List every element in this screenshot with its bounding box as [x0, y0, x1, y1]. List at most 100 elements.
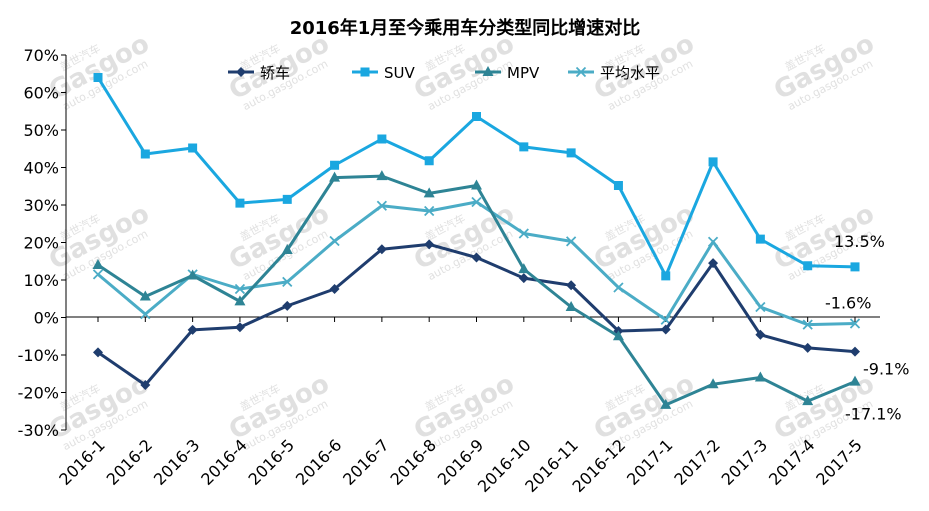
- data-point: [282, 276, 293, 288]
- series-1: [93, 73, 860, 281]
- data-point: [281, 244, 293, 254]
- y-tick-label: 60%: [23, 84, 59, 103]
- data-point: [850, 262, 860, 272]
- y-axis-ticks: -30% -20% -10% 0% 10% 20% 30% 40% 50% 60% 70%: [18, 46, 66, 440]
- data-point: [707, 236, 719, 247]
- y-tick-label: -10%: [18, 346, 59, 365]
- legend-item: 轿车: [228, 64, 290, 82]
- data-point: [755, 301, 766, 313]
- chart-title: 2016年1月至今乘用车分类型同比增速对比: [290, 17, 641, 39]
- legend-label: SUV: [384, 64, 416, 82]
- data-point: [850, 346, 860, 357]
- x-tick-label: 2017-1: [623, 435, 677, 489]
- data-point: [613, 282, 624, 293]
- legend-item: SUV: [352, 64, 416, 82]
- data-point: [234, 295, 246, 306]
- y-tick-label: 70%: [23, 46, 59, 65]
- x-tick-label: 2016-4: [197, 435, 251, 489]
- x-tick-label: 2016-12: [569, 435, 630, 496]
- legend-swatch-marker: [482, 66, 494, 76]
- legend-label: MPV: [507, 64, 540, 82]
- x-tick-label: 2016-6: [292, 435, 346, 489]
- legend: 轿车 SUV MPV 平均水平: [228, 64, 660, 82]
- data-point: [849, 375, 861, 386]
- data-point: [802, 342, 813, 353]
- data-point: [93, 347, 103, 358]
- y-tick-label: 50%: [23, 121, 59, 140]
- series-3: [92, 196, 861, 330]
- y-tick-label: 0%: [34, 309, 59, 328]
- x-tick-label: 2016-2: [103, 435, 157, 489]
- data-point: [565, 236, 577, 247]
- y-tick-label: 40%: [23, 159, 59, 178]
- x-tick-label: 2017-2: [670, 435, 724, 489]
- x-tick-label: 2016-3: [150, 435, 204, 489]
- y-tick-label: 30%: [23, 196, 59, 215]
- data-point: [424, 156, 434, 166]
- data-point: [329, 284, 340, 294]
- data-point: [234, 283, 246, 295]
- data-point: [472, 112, 481, 121]
- data-point: [234, 322, 245, 333]
- data-point: [803, 261, 813, 271]
- data-point: [613, 181, 623, 190]
- data-point: [566, 280, 577, 291]
- y-tick-label: -30%: [18, 421, 59, 440]
- data-point: [140, 380, 151, 390]
- data-point: [377, 134, 387, 144]
- x-tick-label: 2017-5: [812, 435, 866, 489]
- data-point: [565, 301, 577, 311]
- data-label: -1.6%: [825, 294, 871, 313]
- data-point: [802, 395, 814, 406]
- x-tick-label: 2017-3: [718, 435, 772, 489]
- data-point: [708, 157, 718, 167]
- x-tick-label: 2016-8: [387, 435, 441, 489]
- data-point: [661, 271, 671, 281]
- data-point: [708, 258, 719, 269]
- x-tick-label: 2016-7: [339, 435, 393, 489]
- data-point: [424, 239, 435, 250]
- data-point: [612, 330, 624, 341]
- legend-swatch-marker: [575, 66, 587, 78]
- data-point: [518, 263, 530, 274]
- data-point: [754, 371, 766, 382]
- data-point: [282, 194, 292, 204]
- data-point: [376, 200, 388, 211]
- data-label: -9.1%: [863, 360, 909, 379]
- legend-swatch-marker: [360, 67, 370, 77]
- data-point: [566, 148, 576, 158]
- data-point: [518, 228, 529, 239]
- data-point: [282, 300, 293, 311]
- legend-swatch-marker: [236, 67, 246, 77]
- annotations: 13.5% -1.6% -9.1% -17.1%: [825, 232, 909, 424]
- legend-item: 平均水平: [568, 64, 660, 82]
- y-tick-label: 10%: [23, 271, 59, 290]
- data-point: [802, 319, 813, 330]
- data-point: [187, 324, 198, 335]
- data-point: [471, 252, 482, 263]
- data-point: [139, 290, 151, 301]
- data-point: [519, 142, 529, 152]
- data-label: 13.5%: [834, 232, 885, 251]
- series-2: [92, 170, 861, 409]
- data-point: [330, 160, 340, 170]
- data-point: [92, 269, 104, 280]
- data-point: [660, 398, 672, 409]
- legend-label: 平均水平: [600, 64, 660, 82]
- data-point: [424, 205, 435, 217]
- data-label: -17.1%: [845, 405, 902, 424]
- data-point: [187, 269, 199, 280]
- series-line: [97, 242, 856, 387]
- series-0: [93, 239, 860, 390]
- data-point: [755, 329, 766, 340]
- legend-item: MPV: [475, 64, 540, 82]
- data-point: [423, 187, 435, 198]
- data-point: [235, 198, 245, 208]
- data-point: [471, 196, 482, 208]
- data-point: [188, 143, 198, 153]
- data-point: [329, 171, 341, 182]
- data-point: [518, 273, 529, 284]
- data-point: [707, 378, 719, 389]
